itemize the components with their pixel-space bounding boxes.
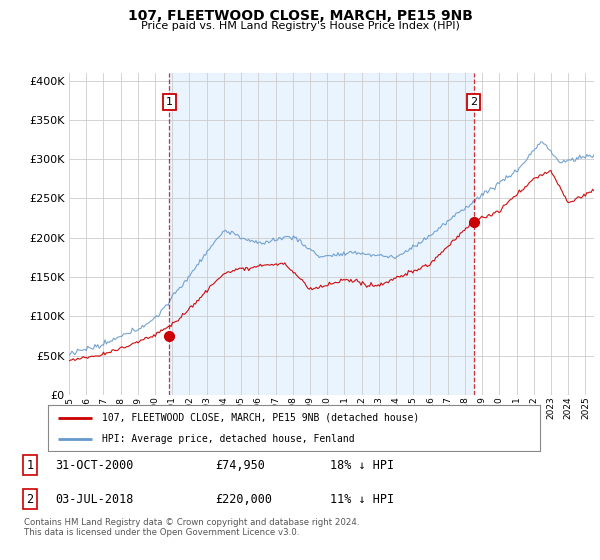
Text: 1: 1	[166, 97, 173, 107]
Text: 1: 1	[26, 459, 34, 472]
Text: 2: 2	[26, 493, 34, 506]
Text: 107, FLEETWOOD CLOSE, MARCH, PE15 9NB (detached house): 107, FLEETWOOD CLOSE, MARCH, PE15 9NB (d…	[102, 413, 419, 423]
Text: 2: 2	[470, 97, 477, 107]
Text: Contains HM Land Registry data © Crown copyright and database right 2024.
This d: Contains HM Land Registry data © Crown c…	[24, 518, 359, 538]
Bar	[169, 73, 473, 395]
Text: £220,000: £220,000	[215, 493, 272, 506]
Text: 03-JUL-2018: 03-JUL-2018	[55, 493, 133, 506]
Text: 18% ↓ HPI: 18% ↓ HPI	[330, 459, 394, 472]
Text: HPI: Average price, detached house, Fenland: HPI: Average price, detached house, Fenl…	[102, 435, 355, 444]
Text: 31-OCT-2000: 31-OCT-2000	[55, 459, 133, 472]
Text: Price paid vs. HM Land Registry's House Price Index (HPI): Price paid vs. HM Land Registry's House …	[140, 21, 460, 31]
Text: 11% ↓ HPI: 11% ↓ HPI	[330, 493, 394, 506]
Text: 107, FLEETWOOD CLOSE, MARCH, PE15 9NB: 107, FLEETWOOD CLOSE, MARCH, PE15 9NB	[128, 9, 472, 23]
Text: £74,950: £74,950	[215, 459, 265, 472]
